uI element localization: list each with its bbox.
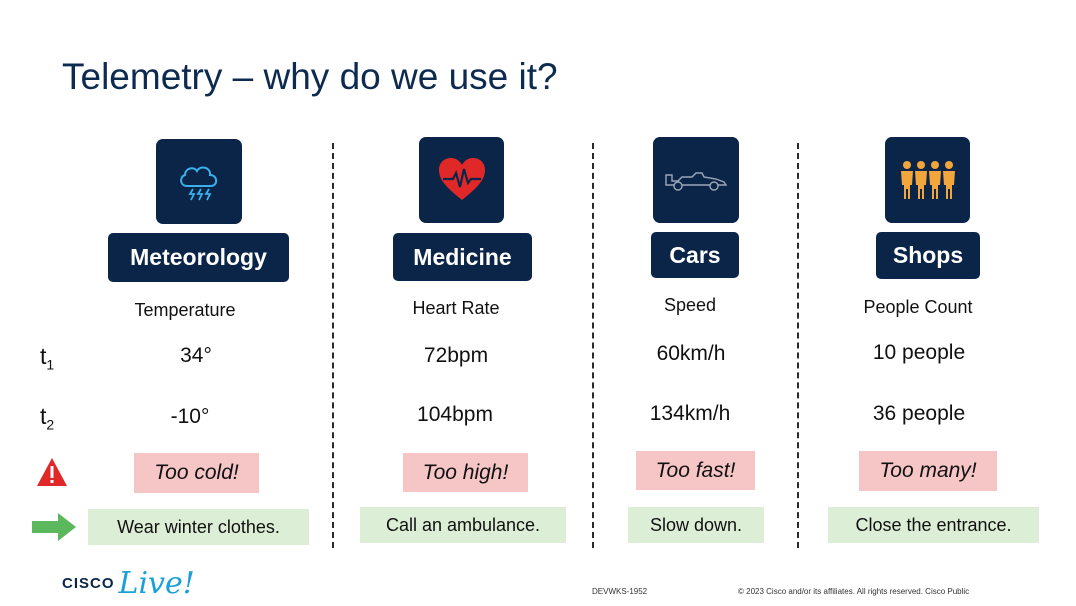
category-label-cars: Cars (651, 232, 739, 278)
action-medicine: Call an ambulance. (360, 507, 566, 543)
cars-icon-box (653, 137, 739, 223)
action-shops: Close the entrance. (828, 507, 1039, 543)
row-label-t1: t1 (40, 343, 54, 373)
metric-label-meteorology: Temperature (134, 300, 236, 320)
category-label-medicine: Medicine (393, 233, 532, 281)
t1-base: t (40, 343, 47, 369)
cisco-live-logo: CISCO Live! (62, 565, 195, 601)
session-code: DEVWKS-1952 (592, 587, 648, 596)
logo-cisco-text: CISCO (62, 574, 115, 592)
alert-medicine: Too high! (403, 453, 528, 492)
t2-value-shops: 36 people (872, 402, 966, 425)
alert-shops: Too many! (859, 451, 997, 491)
metric-label-medicine: Heart Rate (412, 298, 500, 318)
people-group-icon (900, 161, 955, 199)
meteorology-icon-box (156, 139, 242, 224)
slide-title: Telemetry – why do we use it? (62, 56, 558, 97)
column-divider (797, 143, 799, 548)
t2-sub: 2 (46, 416, 55, 433)
t2-value-meteorology: -10° (170, 405, 210, 428)
column-divider (592, 143, 594, 548)
action-meteorology: Wear winter clothes. (88, 509, 309, 545)
race-car-icon (665, 172, 728, 191)
right-arrow-icon (32, 513, 76, 541)
metric-label-cars: Speed (663, 295, 717, 315)
shops-icon-box (885, 137, 970, 223)
alert-meteorology: Too cold! (134, 453, 259, 493)
medicine-icon-box (419, 137, 504, 223)
copyright-text: © 2023 Cisco and/or its affiliates. All … (738, 587, 970, 596)
column-divider (332, 143, 334, 548)
t1-value-medicine: 72bpm (423, 344, 489, 367)
logo-live-text: Live! (118, 565, 195, 601)
t2-value-cars: 134km/h (649, 402, 731, 425)
category-label-meteorology: Meteorology (108, 233, 289, 282)
warning-triangle-icon (37, 458, 67, 486)
t1-value-cars: 60km/h (656, 342, 726, 365)
metric-label-shops: People Count (863, 297, 973, 317)
t2-value-medicine: 104bpm (417, 403, 493, 426)
t1-value-shops: 10 people (872, 341, 966, 364)
t1-sub: 1 (46, 356, 55, 373)
t2-base: t (40, 403, 47, 429)
action-cars: Slow down. (628, 507, 764, 543)
heart-rate-icon (438, 158, 485, 200)
storm-cloud-icon (180, 166, 218, 200)
row-label-t2: t2 (40, 403, 54, 433)
category-label-shops: Shops (876, 232, 980, 279)
alert-cars: Too fast! (636, 451, 755, 490)
t1-value-meteorology: 34° (180, 344, 212, 367)
